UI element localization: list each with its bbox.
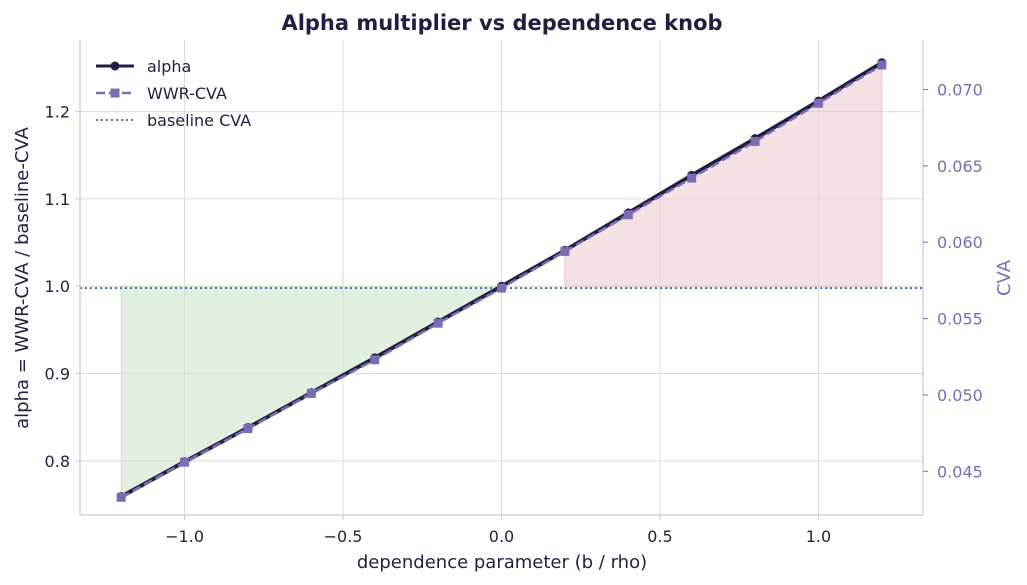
y-right-axis-label: CVA xyxy=(994,259,1015,296)
x-axis-ticks: −1.0 −0.5 0.0 0.5 1.0 xyxy=(165,515,831,546)
x-tick-label: 1.0 xyxy=(806,527,831,546)
x-tick-label: −1.0 xyxy=(165,527,204,546)
wwr-cva-point xyxy=(370,355,380,365)
legend-wwr-cva-label: WWR-CVA xyxy=(147,84,227,103)
y-axis-ticks: 0.8 0.9 1.0 1.1 1.2 xyxy=(45,103,80,471)
wwr-cva-point xyxy=(497,283,506,293)
y-right-tick-label: 0.055 xyxy=(937,310,983,329)
wwr-cva-point xyxy=(116,492,126,502)
wwr-cva-point xyxy=(243,424,253,434)
wwr-cva-point xyxy=(623,210,633,220)
fill-region-above xyxy=(564,61,883,287)
legend-wwr-cva-marker xyxy=(110,88,120,98)
y-right-tick-label: 0.070 xyxy=(937,80,983,99)
y-right-tick-label: 0.060 xyxy=(937,233,983,252)
y-right-tick-label: 0.045 xyxy=(937,462,983,481)
legend: alpha WWR-CVA baseline CVA xyxy=(96,57,251,130)
y-tick-label: 0.9 xyxy=(45,365,70,384)
y-tick-label: 0.8 xyxy=(45,452,70,471)
wwr-cva-point xyxy=(687,173,697,183)
wwr-cva-point xyxy=(877,60,887,70)
legend-baseline-cva-label: baseline CVA xyxy=(147,111,251,130)
wwr-cva-point xyxy=(180,457,190,467)
y-tick-label: 1.1 xyxy=(45,190,70,209)
wwr-cva-point xyxy=(560,246,570,256)
y-tick-label: 1.2 xyxy=(45,103,70,122)
wwr-cva-point xyxy=(306,388,316,398)
x-tick-label: −0.5 xyxy=(324,527,363,546)
y-axis-label: alpha = WWR-CVA / baseline-CVA xyxy=(12,126,33,428)
legend-alpha-label: alpha xyxy=(147,57,191,76)
legend-alpha-marker xyxy=(110,61,120,71)
y-right-axis-ticks: 0.045 0.050 0.055 0.060 0.065 0.070 xyxy=(923,80,983,481)
wwr-cva-point xyxy=(433,318,443,328)
plot-series xyxy=(80,58,923,502)
y-right-tick-label: 0.050 xyxy=(937,386,983,405)
y-right-tick-label: 0.065 xyxy=(937,157,983,176)
wwr-cva-point xyxy=(813,98,823,108)
y-tick-label: 1.0 xyxy=(45,277,70,296)
x-tick-label: 0.5 xyxy=(647,527,672,546)
wwr-cva-point xyxy=(750,136,760,146)
x-axis-label: dependence parameter (b / rho) xyxy=(357,552,647,573)
chart-title: Alpha multiplier vs dependence knob xyxy=(281,11,722,35)
x-tick-label: 0.0 xyxy=(489,527,514,546)
